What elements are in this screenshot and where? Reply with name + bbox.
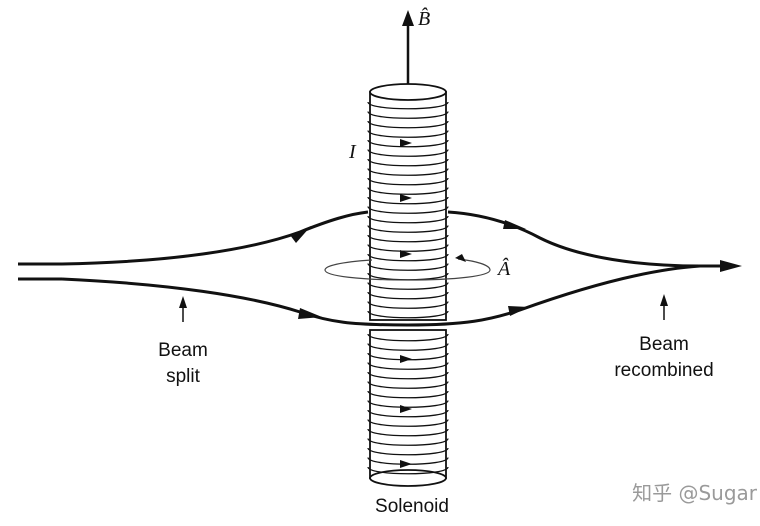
coil-winding [367, 224, 449, 233]
current-arrows [400, 139, 412, 468]
beam-direction-arrow [503, 220, 526, 229]
current-label: I [348, 141, 357, 163]
current-arrow [400, 460, 412, 468]
beam-recombined-label-line2: recombined [614, 360, 713, 381]
beam-split-label-line1: Beam [158, 340, 208, 361]
coil-winding [367, 380, 449, 389]
current-arrow [400, 405, 412, 413]
coil-winding [367, 300, 449, 309]
coil-winding [367, 234, 449, 243]
current-arrow [400, 194, 412, 202]
solenoid-upper [367, 83, 449, 321]
beam-split-pointer [179, 296, 187, 322]
beam-recombined-pointer [660, 294, 668, 320]
lower-beam-path [61, 264, 701, 327]
vector-potential-label: Â [496, 257, 511, 280]
coil-winding [367, 243, 449, 252]
coil-winding [367, 148, 449, 157]
solenoid-label: Solenoid [375, 496, 449, 517]
watermark: 知乎 @Sugar [632, 481, 758, 505]
solenoid-lower [367, 329, 449, 487]
coil-winding [367, 371, 449, 380]
coil-winding [367, 215, 449, 224]
solenoid-coils-lower [367, 333, 449, 475]
recombined-beam-arrowhead [720, 260, 742, 272]
beam-split-label-line2: split [166, 366, 201, 387]
coil-winding [367, 310, 449, 319]
coil-winding [367, 342, 449, 351]
incoming-beam [18, 262, 62, 281]
coil-winding [367, 177, 449, 186]
coil-winding [367, 409, 449, 418]
coil-winding [367, 120, 449, 129]
coil-winding [367, 110, 449, 119]
coil-winding [367, 139, 449, 148]
beam-direction-arrow [298, 308, 322, 319]
coil-winding [367, 447, 449, 456]
coil-winding [367, 205, 449, 214]
coil-winding [367, 186, 449, 195]
coil-winding [367, 196, 449, 205]
b-field-label: B̂ [418, 7, 430, 30]
coil-winding [367, 291, 449, 300]
upper-beam-path-right [447, 210, 701, 268]
coil-winding [367, 418, 449, 427]
coil-winding [367, 390, 449, 399]
current-arrow [400, 250, 412, 258]
coil-winding [367, 437, 449, 446]
solenoid-coils-upper [367, 101, 449, 319]
beam-direction-arrow [508, 306, 529, 316]
coil-winding [367, 158, 449, 167]
coil-winding [367, 129, 449, 138]
coil-winding [367, 253, 449, 262]
current-arrow [400, 355, 412, 363]
coil-winding [367, 262, 449, 271]
coil-winding [367, 333, 449, 342]
coil-winding [367, 101, 449, 110]
coil-winding [367, 361, 449, 370]
vector-potential-loop [324, 254, 491, 281]
current-arrow [400, 139, 412, 147]
coil-winding [367, 428, 449, 437]
beam-recombined-label-line1: Beam [639, 334, 689, 355]
beam-direction-arrow [290, 226, 311, 243]
b-field-arrow [402, 10, 414, 92]
coil-winding [367, 167, 449, 176]
coil-winding [367, 281, 449, 290]
coil-winding [367, 399, 449, 408]
upper-beam-path-left [61, 210, 369, 266]
coil-winding [367, 466, 449, 475]
